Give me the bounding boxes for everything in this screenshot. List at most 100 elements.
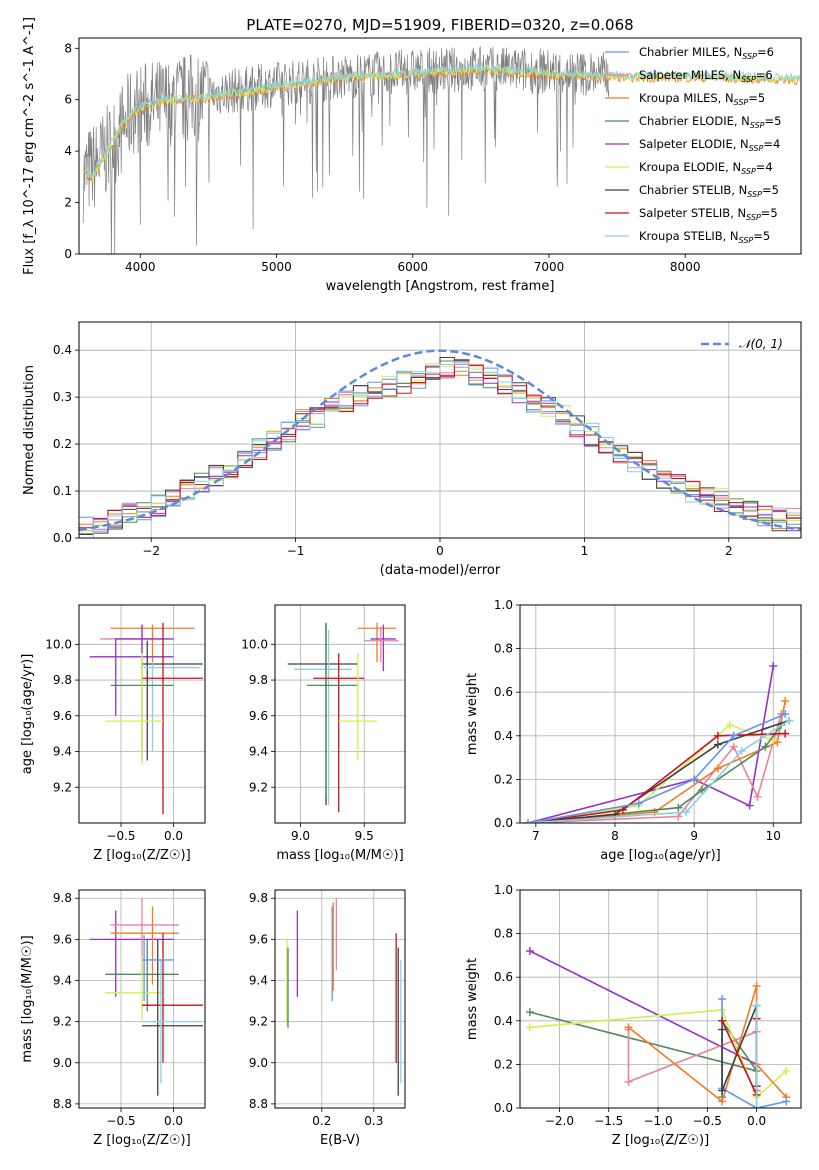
normal-curve — [79, 349, 801, 532]
x-tick-label: −2.0 — [545, 1114, 574, 1128]
x-tick-label: 0.0 — [747, 1114, 766, 1128]
weight-point-marker — [525, 947, 534, 956]
x-tick-label: 8000 — [670, 260, 701, 274]
y-tick-label: 1.0 — [494, 883, 513, 897]
weight-point-marker — [781, 696, 790, 705]
weight-point-marker — [690, 775, 699, 784]
x-tick-label: 0.0 — [164, 829, 183, 843]
y-tick-label: 4 — [64, 144, 72, 158]
y-tick-label: 10.0 — [45, 637, 72, 651]
plot-area — [287, 622, 399, 813]
y-axis-label: mass weight — [465, 958, 480, 1040]
y-tick-label: 0.1 — [53, 484, 72, 498]
weight-vs-metallicity-panel: −2.0 −1.5 −1.0 −0.5 0.0 0.0 0.2 0.4 0.6 0.8 1.0 Z [… — [465, 883, 802, 1148]
legend-label: Chabrier ELODIE, NSSP=5 — [639, 114, 781, 130]
weight-point-marker — [782, 1097, 791, 1106]
weight-point-marker — [674, 812, 683, 821]
weight-series-line — [527, 719, 790, 823]
weight-point-marker — [718, 1025, 727, 1034]
mass-vs-reddening-panel: 0.2 0.3 8.8 9.0 9.2 9.4 9.6 9.8 E(B-V) — [249, 889, 406, 1148]
y-axis-label: Normed distribution — [22, 365, 37, 495]
weight-point-marker — [718, 995, 727, 1003]
weight-point-marker — [752, 1001, 761, 1010]
y-tick-label: 9.8 — [53, 891, 72, 905]
y-tick-label: 8 — [64, 41, 72, 55]
legend-label: Salpeter STELIB, NSSP=5 — [639, 206, 778, 222]
weight-series-line — [529, 1009, 787, 1099]
x-tick-label: 5000 — [261, 260, 292, 274]
observed-spectrum-line — [82, 46, 610, 254]
weight-point-marker — [752, 1104, 761, 1108]
weight-point-marker — [729, 742, 738, 751]
axes-frame — [519, 604, 802, 824]
weight-series-line — [527, 732, 786, 823]
y-tick-label: 9.2 — [249, 1015, 268, 1029]
y-tick-label: 0 — [64, 247, 72, 261]
weight-point-marker — [737, 747, 746, 756]
weight-point-marker — [769, 662, 778, 671]
y-tick-label: 0.4 — [494, 729, 513, 743]
weight-point-marker — [718, 1097, 727, 1106]
axes-frame — [274, 889, 406, 1109]
weight-point-marker — [745, 801, 754, 810]
y-tick-label: 0.2 — [53, 437, 72, 451]
x-tick-label: −1.5 — [594, 1114, 623, 1128]
weight-point-marker — [753, 792, 762, 801]
x-tick-label: −2 — [142, 544, 160, 558]
plot-area — [286, 898, 402, 1096]
y-tick-label: 0.2 — [494, 1057, 513, 1071]
weight-point-marker — [752, 981, 761, 990]
y-tick-label: 10.0 — [241, 637, 268, 651]
x-axis-label: (data-model)/error — [380, 563, 501, 578]
weight-point-marker — [634, 799, 643, 808]
legend-label: Chabrier MILES, NSSP=6 — [639, 45, 774, 61]
y-tick-label: 0.8 — [494, 642, 513, 656]
plot-area — [89, 898, 203, 1096]
weight-point-marker — [523, 819, 532, 823]
y-tick-label: 9.6 — [53, 932, 72, 946]
y-tick-label: 9.0 — [249, 1056, 268, 1070]
y-tick-label: 9.4 — [249, 745, 268, 759]
axes-frame — [78, 37, 802, 255]
y-tick-label: 0.3 — [53, 390, 72, 404]
weight-point-marker — [525, 1008, 534, 1017]
plot-area — [525, 947, 791, 1108]
y-tick-label: 9.4 — [53, 973, 72, 987]
y-tick-label: 9.2 — [53, 780, 72, 794]
plot-area — [523, 662, 794, 823]
weight-point-marker — [698, 786, 707, 795]
x-tick-label: 4000 — [125, 260, 156, 274]
legend-label: Kroupa ELODIE, NSSP=4 — [639, 160, 773, 176]
x-tick-label: −1 — [287, 544, 305, 558]
x-tick-label: −0.5 — [693, 1114, 722, 1128]
y-tick-label: 9.4 — [53, 745, 72, 759]
y-tick-label: 0.6 — [494, 970, 513, 984]
axes-frame — [78, 321, 802, 539]
x-axis-label: age [log₁₀(age/yr)] — [600, 848, 721, 863]
weight-series-line — [527, 719, 790, 823]
legend-label: Chabrier STELIB, NSSP=5 — [639, 183, 779, 199]
weight-point-marker — [781, 710, 790, 718]
weight-point-marker — [624, 1077, 633, 1086]
y-tick-label: 8.8 — [249, 1097, 268, 1111]
legend-label: Salpeter MILES, NSSP=6 — [639, 68, 773, 84]
y-tick-label: 9.4 — [249, 973, 268, 987]
x-tick-label: 10 — [766, 829, 781, 843]
model-spectrum-line — [84, 62, 800, 180]
y-tick-label: 0.6 — [494, 685, 513, 699]
weight-point-marker — [718, 1086, 727, 1095]
x-tick-label: 2 — [725, 544, 733, 558]
y-axis-label: Flux [f_λ 10^-17 erg cm^-2 s^-1 A^-1] — [22, 17, 37, 275]
y-tick-label: 0.0 — [53, 531, 72, 545]
residual-histogram-step — [92, 361, 801, 538]
plot-area — [89, 622, 203, 815]
x-tick-label: 9.0 — [291, 829, 310, 843]
weight-point-marker — [618, 805, 627, 814]
weight-point-marker — [682, 808, 691, 817]
y-axis-label: mass [log₁₀(M/M☉)] — [20, 935, 35, 1062]
age-vs-mass-panel: 9.0 9.5 9.2 9.4 9.6 9.8 10.0 mass [log₁₀(M/M☉)] — [241, 604, 406, 863]
x-tick-label: 0.3 — [364, 1114, 383, 1128]
y-tick-label: 0.2 — [494, 772, 513, 786]
y-tick-label: 9.2 — [53, 1015, 72, 1029]
x-tick-label: 1 — [581, 544, 589, 558]
